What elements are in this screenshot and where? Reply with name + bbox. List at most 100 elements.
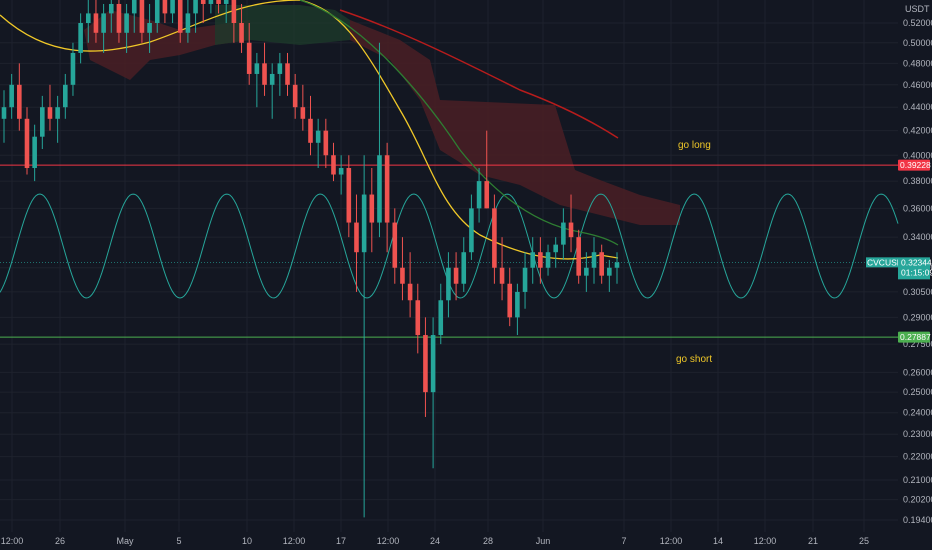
candle-body	[392, 222, 398, 268]
candle-body	[446, 267, 451, 301]
current-price-label: CVCUSDT 0.32344 01:15:09	[866, 257, 932, 280]
candle-body	[70, 52, 76, 85]
candle-body	[63, 84, 68, 108]
candle-body	[430, 335, 436, 393]
x-tick-label: 17	[336, 536, 346, 546]
candle-body	[231, 0, 237, 24]
candle-body	[200, 0, 206, 4]
candle-body	[246, 42, 252, 74]
cloud-bearish-late	[350, 20, 680, 225]
ma-green	[299, 0, 619, 246]
candle-body	[78, 23, 83, 53]
candle-body	[1, 107, 7, 119]
short-price-label: 0.27887	[898, 331, 931, 343]
candle-body	[55, 107, 60, 119]
candle-body	[484, 181, 490, 209]
candle-body	[338, 168, 344, 175]
candle-body	[131, 0, 137, 14]
candle-body	[499, 267, 505, 284]
candle-body	[208, 0, 214, 4]
candle-body	[223, 0, 229, 4]
candle-body	[47, 107, 53, 119]
candle-body	[423, 335, 428, 393]
candle-body	[453, 267, 459, 284]
candle-body	[254, 63, 260, 74]
x-tick-label: 12:00	[660, 536, 683, 546]
candle-body	[216, 0, 221, 4]
candle-body	[553, 244, 558, 253]
candle-body	[116, 3, 122, 33]
candle-body	[346, 168, 352, 223]
x-tick-label: 12:00	[1, 536, 24, 546]
candle-body	[461, 252, 467, 284]
candle-body	[108, 3, 114, 14]
candle-body	[384, 155, 390, 223]
candle-body	[591, 252, 597, 268]
candle-body	[124, 13, 129, 33]
candle-body	[584, 267, 589, 276]
svg-text:0.32344: 0.32344	[901, 257, 932, 267]
x-tick-label: 12:00	[283, 536, 306, 546]
candle-body	[438, 300, 444, 336]
y-tick-label: 0.19400	[903, 515, 932, 525]
candle-body	[40, 107, 45, 137]
time-axis[interactable]: 12:00 26 May 5 10 12:00 17 12:00 24 28 Jun 7 12:00 14…	[1, 536, 869, 546]
candle-body	[538, 252, 543, 268]
long-price-label-bg	[898, 159, 930, 171]
candle-body	[154, 0, 160, 24]
current-price-bg	[898, 257, 930, 280]
candle-body	[239, 23, 244, 43]
x-tick-label: May	[116, 536, 134, 546]
candle-body	[269, 73, 275, 85]
candle-body	[315, 130, 321, 143]
candle-body	[101, 13, 106, 33]
candle-body	[300, 107, 306, 119]
candle-body	[93, 13, 99, 33]
candle-body	[262, 63, 267, 85]
candle-body	[469, 208, 474, 253]
candle-body	[614, 262, 620, 268]
x-tick-label: 7	[621, 536, 626, 546]
candle-body	[277, 63, 283, 74]
candle-body	[323, 130, 329, 156]
short-price-label-bg	[898, 331, 930, 343]
candle-body	[561, 222, 566, 245]
candle-body	[599, 252, 604, 276]
candle-body	[476, 181, 482, 209]
candle-body	[147, 23, 152, 33]
candle-body	[400, 267, 405, 284]
annotation-go-long: go long	[678, 140, 711, 151]
annotation-go-short: go short	[676, 354, 712, 365]
x-tick-label: 10	[242, 536, 252, 546]
long-price-label: 0.39228	[898, 159, 931, 171]
candle-body	[177, 0, 183, 33]
candle-body	[515, 291, 520, 318]
candle-body	[9, 84, 14, 108]
candle-body	[32, 136, 37, 169]
candle-body	[185, 13, 191, 33]
candle-body	[354, 222, 359, 253]
candle-body	[407, 283, 413, 301]
x-tick-label: 21	[808, 536, 818, 546]
candle-body	[415, 300, 421, 336]
candle-body	[522, 267, 528, 292]
candle-body	[331, 155, 336, 175]
